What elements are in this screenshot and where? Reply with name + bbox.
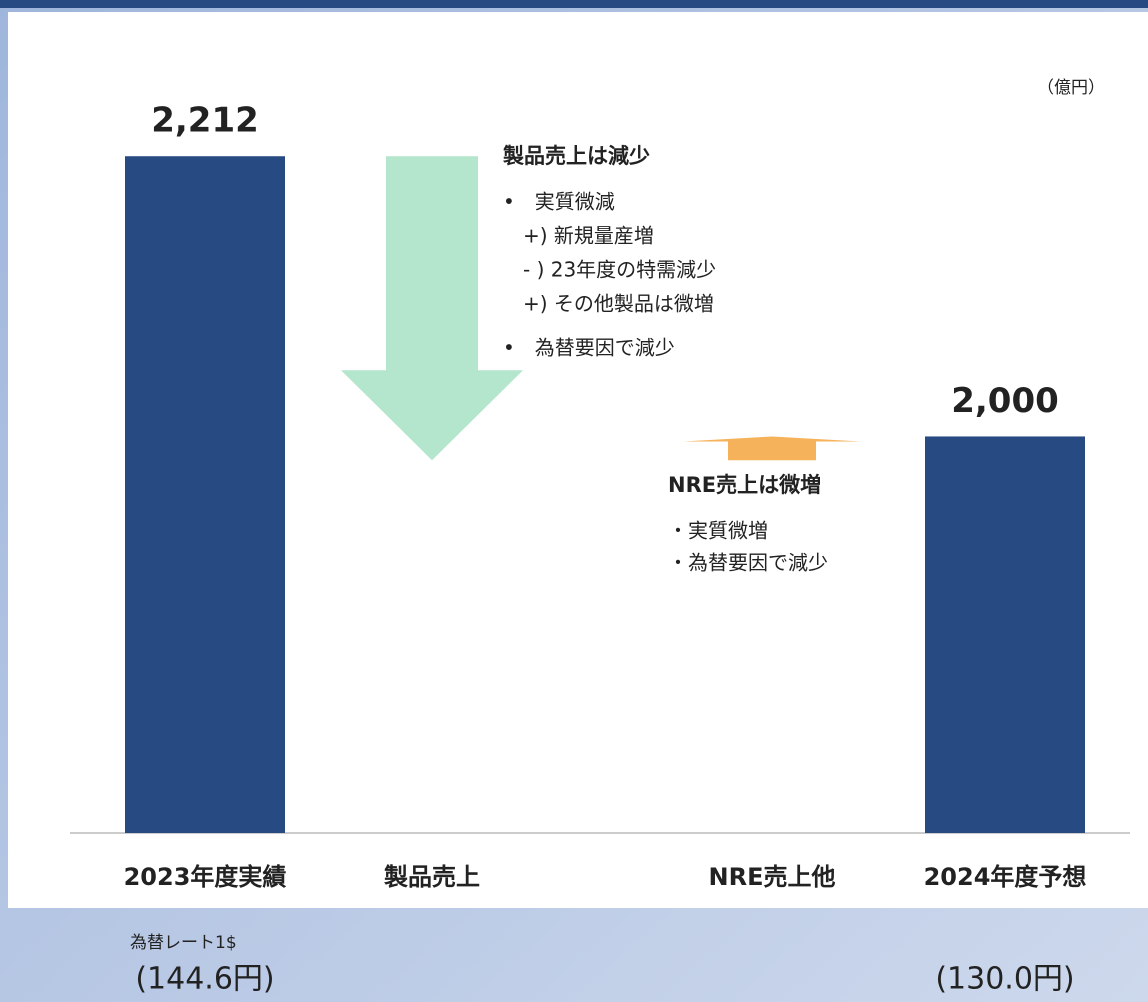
- unit: （億円）: [1037, 78, 1105, 98]
- annotation-line: +) 新規量産増: [503, 224, 654, 248]
- x-tick-label: 2024年度予想: [924, 863, 1087, 891]
- bar: [125, 156, 285, 833]
- annotation-line: +) その他製品は微増: [503, 292, 714, 316]
- bar: [925, 436, 1085, 833]
- rate-note: 為替レート1$: [130, 933, 237, 953]
- annotation-title: NRE売上は微増: [668, 473, 821, 497]
- top-bar: [0, 0, 1148, 8]
- annotation-line: • 為替要因で減少: [503, 336, 675, 360]
- x-tick-label: NRE売上他: [709, 863, 836, 891]
- rate: (144.6円): [135, 962, 274, 997]
- annotation-title: 製品売上は減少: [502, 144, 650, 168]
- value-label: 2,212: [151, 101, 259, 141]
- rate: (130.0円): [935, 962, 1074, 997]
- annotation-line: • 実質微減: [503, 190, 615, 214]
- change-arrow: [341, 156, 523, 461]
- value-label: 2,000: [951, 381, 1059, 421]
- x-tick-label: 2023年度実績: [124, 863, 287, 891]
- x-tick-label: 製品売上: [384, 863, 480, 891]
- change-arrow: [683, 436, 861, 461]
- annotation-line: ・実質微増: [668, 519, 768, 543]
- annotation-line: - ) 23年度の特需減少: [503, 258, 716, 282]
- annotation-line: ・為替要因で減少: [668, 551, 828, 575]
